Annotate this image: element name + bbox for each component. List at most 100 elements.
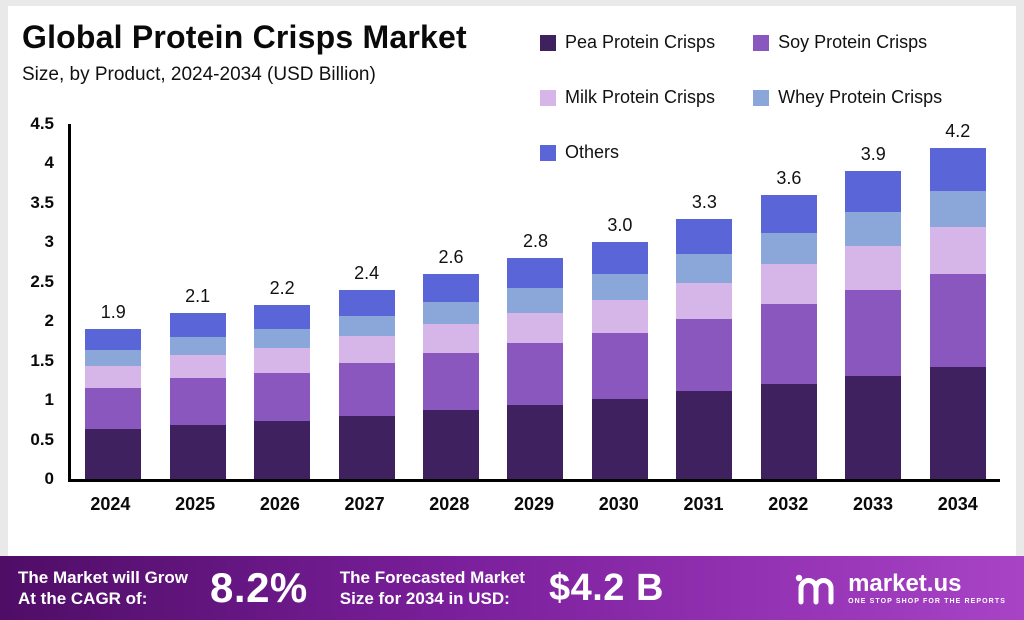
- market-us-logo-icon: [795, 574, 834, 605]
- bar-segment-whey-protein-crisps: [254, 329, 311, 349]
- stacked-bar: [423, 273, 480, 479]
- bar-total-label: 2.6: [438, 246, 464, 267]
- plot-area: 1.9 2.1 2.2 2.4 2.6 2.8 3.0 3.3 3.6 3.9 4.2: [68, 121, 1000, 482]
- bar-segment-others: [423, 273, 480, 302]
- y-tick-label: 3: [44, 232, 54, 252]
- y-axis: 4.5 4 3.5 3 2.5 2 1.5 1 0.5 0: [8, 114, 64, 488]
- x-axis-label: 2026: [259, 494, 300, 514]
- chart-panel: Global Protein Crisps Market Size, by Pr…: [8, 6, 1016, 556]
- bar-column-2032: 3.6: [747, 168, 831, 479]
- bar-column-2027: 2.4: [324, 263, 408, 479]
- bar-column-2029: 2.8: [493, 231, 577, 479]
- y-tick-label: 0.5: [30, 429, 54, 449]
- bar-column-2024: 1.9: [71, 302, 155, 479]
- bar-segment-soy-protein-crisps: [929, 273, 986, 367]
- bar-segment-whey-protein-crisps: [845, 212, 902, 247]
- brand-name: market.us: [848, 569, 962, 597]
- chart-subtitle: Size, by Product, 2024-2034 (USD Billion…: [22, 64, 376, 86]
- bar-segment-others: [254, 305, 311, 330]
- bar-segment-pea-protein-crisps: [338, 415, 395, 479]
- y-tick-label: 0: [44, 469, 54, 488]
- bar-segment-pea-protein-crisps: [591, 399, 648, 479]
- legend-swatch: [540, 144, 556, 161]
- bar-segment-soy-protein-crisps: [507, 343, 564, 405]
- bar-total-label: 3.6: [776, 168, 802, 189]
- bar-segment-others: [169, 313, 226, 338]
- cagr-label-line2: At the CAGR of:: [18, 589, 148, 608]
- x-axis-label: 2028: [429, 494, 470, 514]
- stacked-bar: [929, 147, 986, 479]
- y-tick-label: 4.5: [30, 114, 54, 133]
- legend-swatch: [540, 89, 556, 106]
- bar-segment-pea-protein-crisps: [507, 404, 564, 479]
- forecast-label-line1: The Forecasted Market: [339, 567, 525, 587]
- y-tick-label: 3.5: [30, 192, 54, 212]
- bar-segment-whey-protein-crisps: [338, 315, 395, 337]
- bar-segment-milk-protein-crisps: [85, 366, 142, 388]
- bar-segment-others: [760, 195, 817, 233]
- legend: Pea Protein Crisps Soy Protein Crisps Milk…: [540, 32, 942, 163]
- x-axis-label: 2032: [768, 494, 809, 514]
- bar-segment-milk-protein-crisps: [169, 355, 226, 379]
- bar-segment-milk-protein-crisps: [254, 348, 311, 373]
- bar-segment-soy-protein-crisps: [845, 289, 902, 376]
- legend-swatch: [540, 34, 556, 51]
- bar-segment-milk-protein-crisps: [507, 312, 564, 344]
- bar-segment-whey-protein-crisps: [85, 349, 142, 367]
- bar-segment-whey-protein-crisps: [169, 337, 226, 356]
- bar-segment-soy-protein-crisps: [254, 372, 311, 422]
- legend-item-whey-protein-crisps: Whey Protein Crisps: [753, 87, 942, 108]
- legend-item-milk-protein-crisps: Milk Protein Crisps: [540, 87, 715, 108]
- stacked-bar: [845, 171, 902, 479]
- bar-segment-soy-protein-crisps: [338, 363, 395, 416]
- bars-row: 1.9 2.1 2.2 2.4 2.6 2.8 3.0 3.3 3.6 3.9 4.2: [71, 121, 1000, 479]
- y-tick-label: 1: [44, 390, 54, 410]
- bar-total-label: 3.9: [860, 144, 886, 165]
- bar-segment-soy-protein-crisps: [760, 303, 817, 384]
- bar-total-label: 3.0: [607, 215, 633, 236]
- bar-segment-whey-protein-crisps: [929, 191, 986, 228]
- bar-segment-pea-protein-crisps: [929, 366, 986, 479]
- brand-tagline: ONE STOP SHOP FOR THE REPORTS: [848, 597, 1006, 605]
- bar-total-label: 2.4: [354, 262, 380, 283]
- bar-segment-others: [507, 258, 564, 289]
- bar-column-2034: 4.2: [916, 121, 1000, 479]
- stacked-bar: [338, 289, 395, 479]
- x-axis-label: 2031: [683, 494, 724, 514]
- chart-title: Global Protein Crisps Market: [22, 19, 467, 55]
- bar-total-label: 4.2: [945, 120, 971, 141]
- stacked-bar: [760, 195, 817, 479]
- bar-segment-milk-protein-crisps: [338, 336, 395, 364]
- y-tick-label: 2: [44, 311, 54, 331]
- bar-segment-soy-protein-crisps: [676, 318, 733, 392]
- bar-segment-milk-protein-crisps: [760, 264, 817, 304]
- bar-total-label: 2.1: [185, 286, 211, 307]
- brand-lockup: market.us ONE STOP SHOP FOR THE REPORTS: [794, 569, 1006, 607]
- bar-column-2026: 2.2: [240, 278, 324, 479]
- bar-segment-milk-protein-crisps: [929, 227, 986, 274]
- y-tick-label: 1.5: [30, 350, 54, 370]
- bar-segment-milk-protein-crisps: [423, 324, 480, 353]
- legend-item-others: Others: [540, 142, 715, 163]
- bar-segment-pea-protein-crisps: [423, 410, 480, 479]
- bar-segment-soy-protein-crisps: [423, 352, 480, 411]
- cagr-value: 8.2%: [210, 564, 308, 611]
- x-axis-label: 2027: [344, 494, 385, 514]
- legend-swatch: [753, 34, 770, 51]
- cagr-label-line1: The Market will Grow: [18, 567, 189, 587]
- bar-segment-pea-protein-crisps: [845, 375, 902, 479]
- bar-segment-pea-protein-crisps: [169, 424, 226, 479]
- bar-column-2030: 3.0: [578, 215, 662, 479]
- bar-segment-others: [85, 329, 142, 350]
- bar-segment-others: [845, 171, 902, 213]
- x-axis-label: 2034: [937, 494, 978, 514]
- bar-column-2028: 2.6: [409, 247, 493, 479]
- legend-label: Soy Protein Crisps: [778, 32, 928, 52]
- brand-text: market.us ONE STOP SHOP FOR THE REPORTS: [848, 571, 1006, 606]
- x-axis-label: 2024: [90, 494, 131, 514]
- bar-column-2031: 3.3: [662, 192, 746, 479]
- bar-segment-others: [676, 218, 733, 255]
- cagr-label: The Market will Grow At the CAGR of:: [18, 567, 188, 610]
- stacked-bar: [507, 258, 564, 479]
